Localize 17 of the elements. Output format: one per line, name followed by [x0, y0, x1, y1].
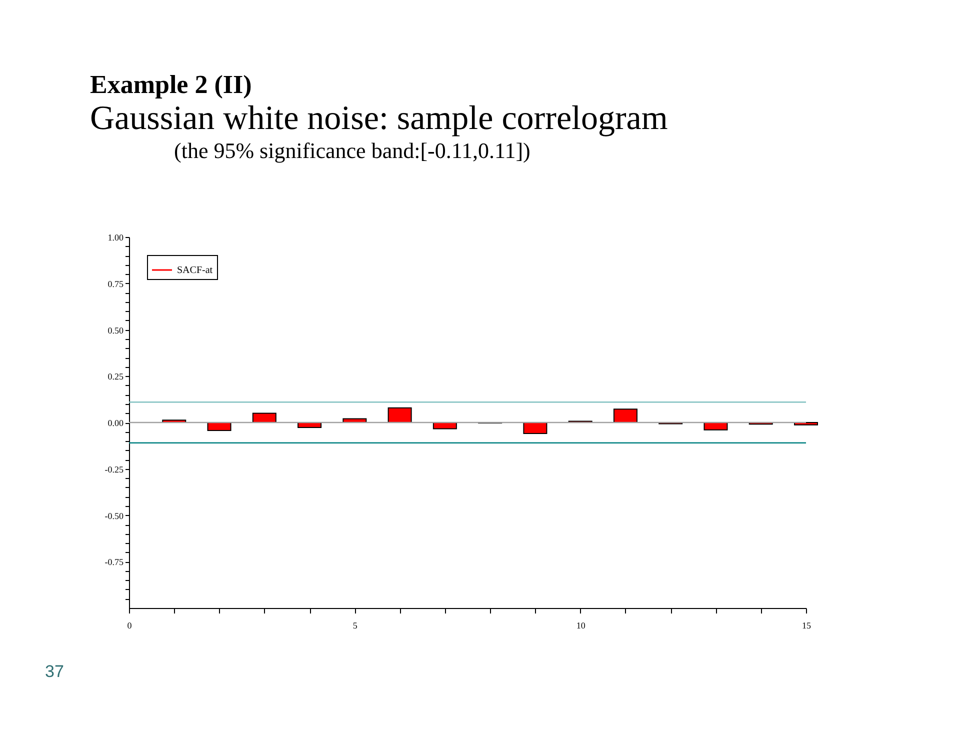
x-tick-label: 5 [352, 620, 358, 630]
text: 37 [45, 662, 64, 681]
y-tick-label: 1.00 [108, 232, 124, 242]
y-tick-label: -0.75 [104, 557, 124, 568]
y-tick-label: -0.50 [104, 510, 124, 521]
chart-subtitle: Gaussian white noise: sample correlogram [90, 100, 668, 137]
y-tick-label: -0.25 [104, 464, 124, 474]
y-tick-label: 0.25 [108, 372, 124, 382]
x-tick-label: 15 [802, 620, 812, 630]
text: (the 95% significance band:[-0.11,0.11]) [174, 138, 530, 163]
y-tick-label: 0.75 [108, 278, 124, 289]
chart-title: Example 2 (II) [90, 70, 252, 99]
legend-label: SACF-at [177, 265, 213, 276]
x-tick-label: 10 [576, 620, 586, 630]
y-tick-label: 0.00 [108, 418, 124, 428]
x-tick-label: 0 [127, 620, 132, 630]
y-tick-label: 0.50 [108, 325, 124, 336]
